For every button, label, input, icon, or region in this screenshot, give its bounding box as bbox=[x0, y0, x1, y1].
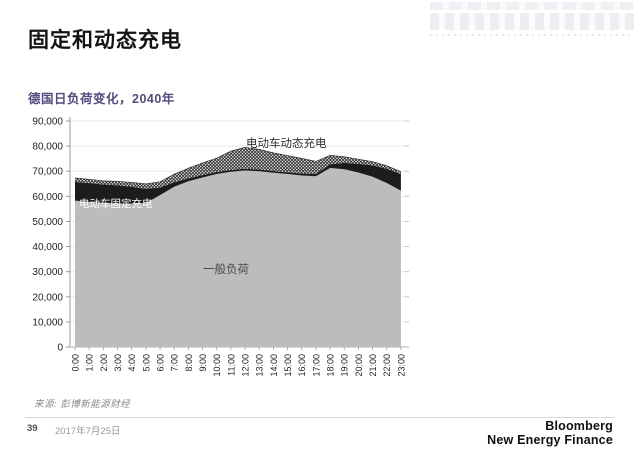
label-fixed-charging: 电动车固定充电 bbox=[79, 197, 153, 210]
y-axis-tick-label: 40,000 bbox=[32, 242, 63, 253]
area-general-load bbox=[75, 168, 401, 347]
x-axis-tick-label: 0:00 bbox=[71, 354, 81, 372]
x-axis-tick-label: 2:00 bbox=[99, 354, 109, 372]
page-title: 固定和动态充电 bbox=[28, 29, 182, 52]
x-axis-tick-label: 23:00 bbox=[396, 354, 406, 377]
x-axis-tick-label: 21:00 bbox=[368, 354, 378, 377]
watermark-strip bbox=[430, 34, 634, 36]
y-axis-tick-label: 50,000 bbox=[32, 217, 63, 228]
x-axis-tick-label: 20:00 bbox=[354, 354, 364, 377]
slide-date: 2017年7月25日 bbox=[55, 426, 121, 437]
logo-line-2: New Energy Finance bbox=[487, 433, 613, 448]
x-axis-tick-label: 15:00 bbox=[283, 354, 293, 377]
total-load-outline bbox=[74, 147, 402, 185]
x-axis-tick-label: 19:00 bbox=[340, 354, 350, 377]
x-axis-tick-label: 10:00 bbox=[212, 354, 222, 377]
y-axis-tick-label: 20,000 bbox=[32, 292, 63, 303]
chart-title: 德国日负荷变化，2040年 bbox=[28, 92, 175, 106]
watermark-strip bbox=[430, 13, 634, 30]
x-axis-tick-label: 11:00 bbox=[226, 354, 236, 376]
y-axis-tick-label: 70,000 bbox=[32, 167, 63, 178]
halftone-watermark bbox=[430, 2, 634, 38]
y-axis-tick-label: 90,000 bbox=[32, 117, 63, 128]
x-axis-tick-label: 6:00 bbox=[156, 354, 166, 372]
bloomberg-logo: Bloomberg New Energy Finance bbox=[487, 419, 613, 448]
x-axis-tick-label: 8:00 bbox=[184, 354, 194, 372]
footer-divider bbox=[25, 417, 614, 418]
label-general-load: 一般负荷 bbox=[203, 262, 249, 276]
stacked-area-chart: 0 10,000 20,000 30,000 40,000 50,000 60,000 70,… bbox=[32, 117, 409, 377]
page-number: 39 bbox=[27, 423, 38, 434]
source-note: 来源: 彭博新能源财经 bbox=[34, 399, 131, 410]
x-axis-tick-label: 7:00 bbox=[170, 354, 180, 372]
logo-line-1: Bloomberg bbox=[545, 419, 613, 433]
y-axis-tick-label: 30,000 bbox=[32, 267, 63, 278]
y-axis-tick-label: 80,000 bbox=[32, 142, 63, 153]
area-fixed-charging bbox=[75, 162, 401, 204]
y-axis-tick-label: 60,000 bbox=[32, 192, 63, 203]
x-axis-tick-label: 16:00 bbox=[297, 354, 307, 377]
x-axis-tick-label: 4:00 bbox=[127, 354, 137, 372]
y-axis-tick-label: 0 bbox=[57, 343, 63, 354]
y-axis-tick-label: 10,000 bbox=[32, 317, 63, 328]
x-axis-tick-label: 9:00 bbox=[198, 354, 208, 372]
x-axis-tick-label: 17:00 bbox=[311, 354, 321, 377]
area-dynamic-charging bbox=[75, 147, 401, 189]
x-axis-tick-label: 14:00 bbox=[269, 354, 279, 377]
x-axis-tick-label: 5:00 bbox=[141, 354, 151, 372]
load-chart: 0 10,000 20,000 30,000 40,000 50,000 60,000 70,… bbox=[20, 112, 440, 404]
x-axis-tick-label: 13:00 bbox=[255, 354, 265, 377]
watermark-strip bbox=[430, 2, 634, 10]
x-axis-tick-label: 1:00 bbox=[85, 354, 95, 372]
x-axis-tick-label: 12:00 bbox=[241, 354, 251, 377]
label-dynamic-charging: 电动车动态充电 bbox=[246, 136, 327, 150]
x-axis-tick-label: 22:00 bbox=[382, 354, 392, 377]
x-axis-tick-label: 18:00 bbox=[326, 354, 336, 377]
x-axis-tick-label: 3:00 bbox=[113, 354, 123, 372]
